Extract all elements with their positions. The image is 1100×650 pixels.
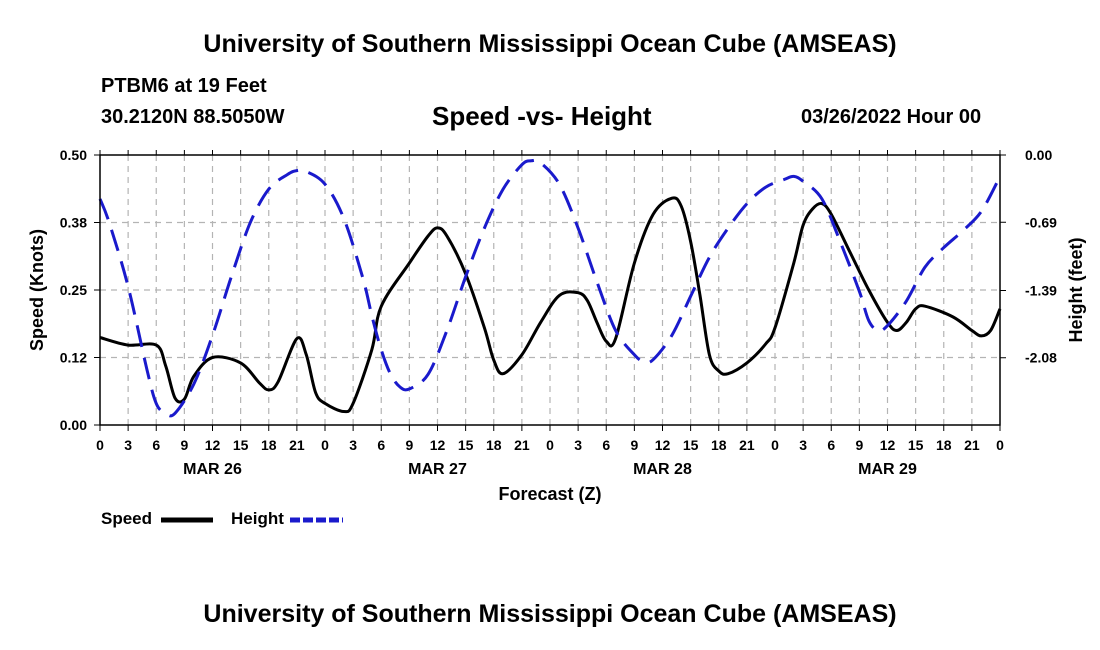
x-tick-label: 18 [936,437,952,453]
x-tick-label: 3 [349,437,357,453]
x-tick-label: 6 [827,437,835,453]
footer-title: University of Southern Mississippi Ocean… [203,600,897,628]
x-tick-label: 0 [996,437,1004,453]
y2-tick-label: -2.08 [1025,350,1057,366]
x-tick-label: 15 [233,437,249,453]
y2-tick-label: -0.69 [1025,214,1057,230]
y2-tick-label: -1.39 [1025,282,1057,298]
height-series-line [98,158,1002,418]
x-tick-label: 21 [514,437,530,453]
day-label: MAR 27 [408,461,467,478]
x-tick-label: 0 [771,437,779,453]
y-tick-label: 0.38 [60,215,87,231]
legend-height-label: Height [231,509,284,528]
x-tick-label: 15 [908,437,924,453]
x-tick-label: 12 [430,437,446,453]
y-tick-label: 0.25 [60,282,87,298]
chart-main-title: University of Southern Mississippi Ocean… [203,30,897,58]
forecast-date: 03/26/2022 Hour 00 [801,106,982,128]
y-tick-label: 0.00 [60,417,87,433]
x-tick-label: 18 [486,437,502,453]
x-tick-label: 9 [630,437,638,453]
x-tick-label: 21 [289,437,305,453]
x-tick-label: 6 [152,437,160,453]
x-tick-label: 0 [96,437,104,453]
legend-speed-label: Speed [101,509,153,528]
chart-title: Speed -vs- Height [432,101,652,131]
x-tick-label: 12 [880,437,896,453]
y-tick-label: 0.12 [60,350,87,366]
x-tick-label: 0 [546,437,554,453]
x-tick-label: 0 [321,437,329,453]
y2-axis-title: Height (feet) [1066,238,1086,343]
x-tick-label: 12 [655,437,671,453]
x-tick-label: 3 [124,437,132,453]
speed-series-line [99,196,1002,414]
day-label: MAR 28 [633,461,692,478]
x-tick-label: 6 [377,437,385,453]
x-tick-label: 15 [458,437,474,453]
x-tick-label: 12 [205,437,221,453]
x-tick-label: 21 [964,437,980,453]
day-label: MAR 29 [858,461,917,478]
station-coordinates: 30.2120N 88.5050W [101,106,285,128]
y-tick-label: 0.50 [60,147,87,163]
y-axis-title: Speed (Knots) [27,229,47,351]
x-tick-label: 9 [180,437,188,453]
x-tick-label: 21 [739,437,755,453]
day-label: MAR 26 [183,461,242,478]
x-tick-label: 18 [261,437,277,453]
x-axis-title: Forecast (Z) [498,484,601,504]
x-tick-label: 9 [855,437,863,453]
x-tick-label: 6 [602,437,610,453]
x-tick-label: 3 [574,437,582,453]
y2-tick-label: 0.00 [1025,147,1052,163]
x-tick-label: 3 [799,437,807,453]
plot-frame [99,154,1001,426]
station-name: PTBM6 at 19 Feet [101,75,267,97]
x-tick-label: 15 [683,437,699,453]
x-tick-label: 9 [405,437,413,453]
x-tick-label: 18 [711,437,727,453]
